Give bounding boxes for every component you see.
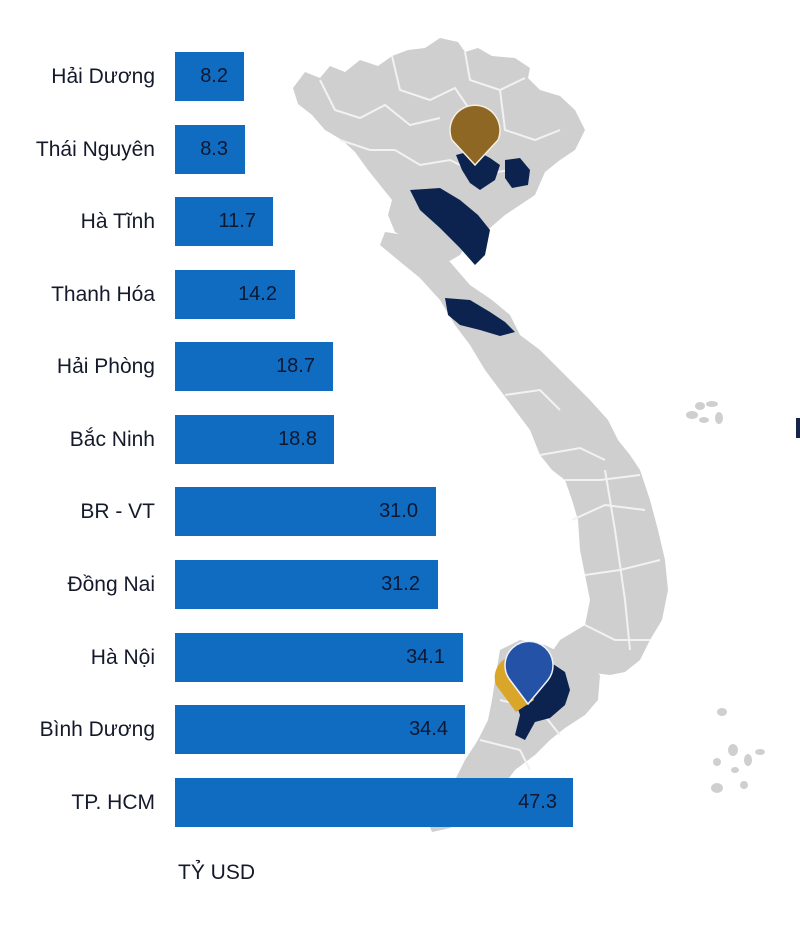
bar: 11.7	[175, 197, 273, 246]
bar-row: Hà Tĩnh 11.7	[0, 197, 800, 246]
value-label: 8.2	[200, 65, 228, 87]
category-label: Đồng Nai	[67, 573, 155, 596]
bar: 8.2	[175, 52, 244, 101]
north-location-pin-icon	[449, 104, 501, 167]
bar: 18.8	[175, 415, 334, 464]
category-label: Hà Tĩnh	[80, 210, 155, 233]
category-label: TP. HCM	[71, 791, 155, 814]
bar-row: Hải Dương 8.2	[0, 52, 800, 101]
value-label: 34.1	[406, 646, 445, 668]
bar: 34.1	[175, 633, 463, 682]
value-label: 18.8	[278, 428, 317, 450]
bar-row: Thái Nguyên 8.3	[0, 125, 800, 174]
cropped-edge-mark	[796, 418, 800, 438]
bar-row: Bắc Ninh 18.8	[0, 415, 800, 464]
value-label: 34.4	[409, 718, 448, 740]
value-label: 47.3	[518, 791, 557, 813]
category-label: BR - VT	[80, 500, 155, 523]
value-label: 8.3	[200, 138, 228, 160]
bar-row: TP. HCM 47.3	[0, 778, 800, 827]
bar: 34.4	[175, 705, 465, 754]
category-label: Bình Dương	[39, 718, 155, 741]
bar-row: Đồng Nai 31.2	[0, 560, 800, 609]
bar: 31.2	[175, 560, 438, 609]
value-label: 31.0	[379, 500, 418, 522]
value-label: 18.7	[276, 355, 315, 377]
category-label: Hà Nội	[90, 646, 155, 669]
category-label: Bắc Ninh	[69, 428, 155, 451]
value-label: 11.7	[218, 210, 256, 232]
category-label: Hải Phòng	[56, 355, 155, 378]
bar-row: Hải Phòng 18.7	[0, 342, 800, 391]
value-label: 31.2	[381, 573, 420, 595]
bar: 47.3	[175, 778, 573, 827]
bar: 31.0	[175, 487, 436, 536]
bar-row: BR - VT 31.0	[0, 487, 800, 536]
bar-row: Bình Dương 34.4	[0, 705, 800, 754]
category-label: Thanh Hóa	[51, 283, 155, 306]
bar-row: Hà Nội 34.1	[0, 633, 800, 682]
value-label: 14.2	[238, 283, 277, 305]
bar: 14.2	[175, 270, 295, 319]
bar: 8.3	[175, 125, 245, 174]
unit-label: TỶ USD	[178, 861, 256, 884]
category-label: Hải Dương	[51, 65, 155, 88]
category-label: Thái Nguyên	[35, 138, 155, 161]
south-location-pin-icon	[494, 640, 554, 712]
bar: 18.7	[175, 342, 333, 391]
bar-row: Thanh Hóa 14.2	[0, 270, 800, 319]
